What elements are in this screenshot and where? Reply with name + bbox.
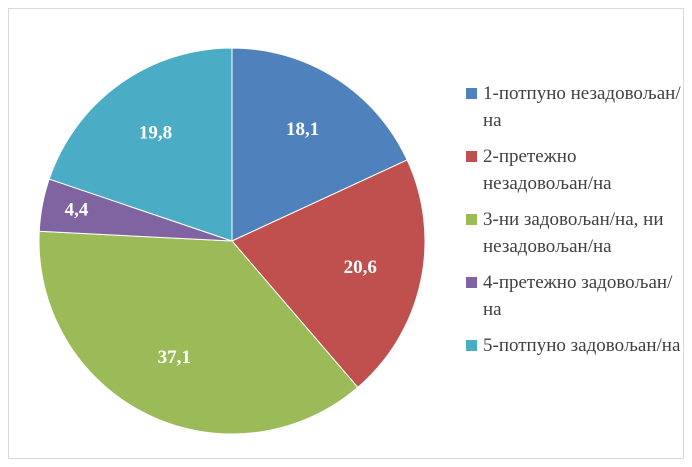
legend-label: 3-ни задовољан/на, ни незадовољан/на xyxy=(483,209,664,257)
pie-slice xyxy=(38,230,359,435)
legend-swatch xyxy=(466,277,477,288)
legend-item: 3-ни задовољан/на, ни незадовољан/на xyxy=(466,206,681,260)
data-label: 18,1 xyxy=(286,119,319,140)
pie-slice xyxy=(231,159,426,389)
legend-label: 1-потпуно незадовољан/на xyxy=(483,83,681,131)
legend-item: 1-потпуно незадовољан/на xyxy=(466,80,681,134)
legend-label: 5-потпуно задовољан/на xyxy=(483,335,681,356)
legend-swatch xyxy=(466,214,477,225)
legend-item: 2-претежно незадовољан/на xyxy=(466,143,681,197)
legend-label: 2-претежно незадовољан/на xyxy=(483,146,612,194)
legend-swatch xyxy=(466,151,477,162)
legend-swatch xyxy=(466,340,477,351)
legend-item: 5-потпуно задовољан/на xyxy=(466,332,681,359)
data-label: 19,8 xyxy=(139,123,172,144)
pie-slice xyxy=(48,47,233,242)
legend-label: 4-претежно задовољан/на xyxy=(483,272,673,320)
data-label: 37,1 xyxy=(158,347,191,368)
data-label: 4,4 xyxy=(65,200,89,221)
legend-swatch xyxy=(466,88,477,99)
legend-item: 4-претежно задовољан/на xyxy=(466,269,681,323)
pie-slice xyxy=(231,47,408,242)
legend: 1-потпуно незадовољан/на 2-претежно незад… xyxy=(466,80,681,368)
data-label: 20,6 xyxy=(344,257,377,278)
